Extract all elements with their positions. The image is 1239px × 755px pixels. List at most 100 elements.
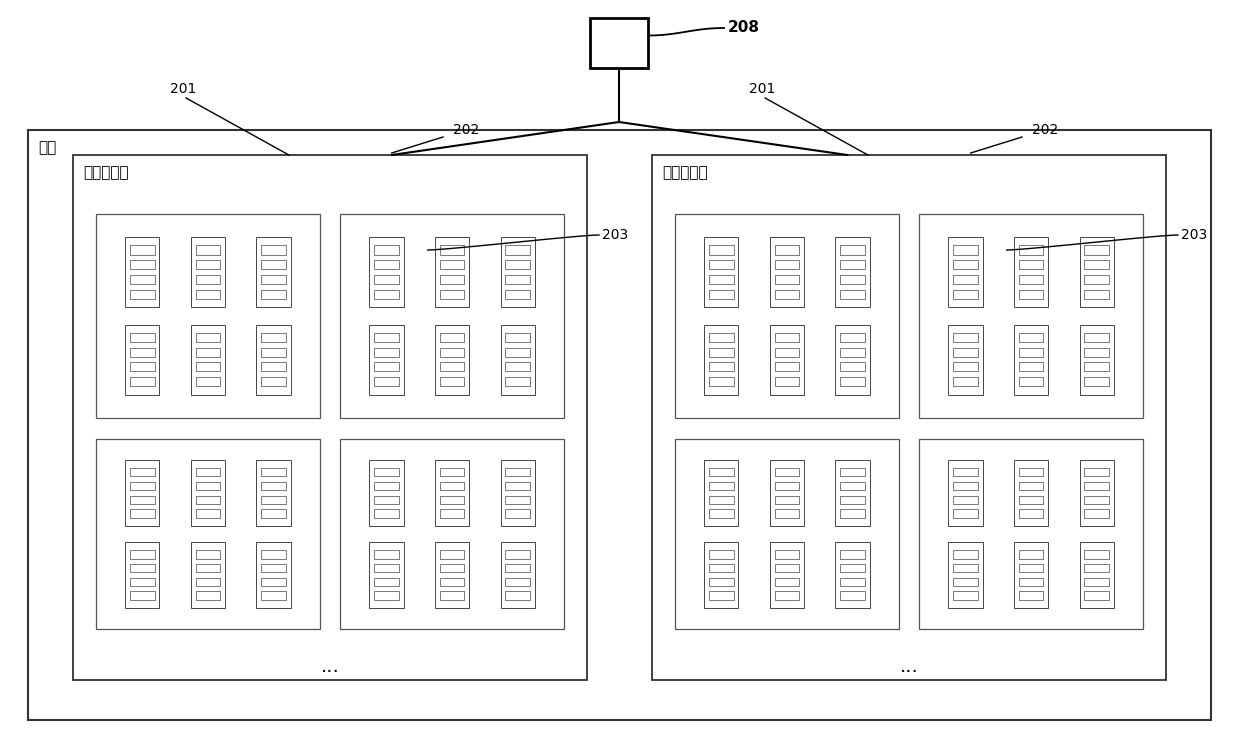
Bar: [130, 245, 155, 254]
Bar: [1018, 347, 1043, 356]
Bar: [840, 591, 865, 600]
Bar: [1084, 362, 1109, 371]
Bar: [840, 550, 865, 559]
Bar: [130, 564, 155, 572]
Bar: [440, 245, 465, 254]
Text: 模板: 模板: [38, 140, 56, 155]
Bar: [1014, 542, 1048, 608]
Bar: [1018, 362, 1043, 371]
Bar: [840, 495, 865, 504]
Bar: [840, 510, 865, 518]
Bar: [675, 439, 898, 630]
Bar: [261, 510, 286, 518]
Bar: [191, 460, 225, 525]
Bar: [440, 564, 465, 572]
Bar: [709, 333, 733, 342]
Bar: [1084, 578, 1109, 586]
Bar: [774, 550, 799, 559]
Bar: [440, 578, 465, 586]
Bar: [840, 260, 865, 270]
Bar: [1079, 325, 1114, 395]
Bar: [774, 333, 799, 342]
Bar: [341, 214, 564, 418]
Bar: [130, 347, 155, 356]
Bar: [1018, 482, 1043, 490]
Bar: [256, 460, 291, 525]
Bar: [130, 362, 155, 371]
Bar: [1018, 591, 1043, 600]
Bar: [130, 550, 155, 559]
Bar: [840, 377, 865, 386]
Bar: [948, 325, 983, 395]
Bar: [374, 347, 399, 356]
Bar: [1018, 510, 1043, 518]
Bar: [1018, 245, 1043, 254]
Bar: [374, 289, 399, 299]
Bar: [1018, 564, 1043, 572]
Bar: [501, 325, 535, 395]
Bar: [1018, 550, 1043, 559]
Bar: [506, 260, 530, 270]
Bar: [774, 468, 799, 476]
Bar: [835, 325, 870, 395]
Bar: [774, 289, 799, 299]
Text: 202: 202: [1032, 123, 1058, 137]
Bar: [506, 510, 530, 518]
Bar: [1079, 460, 1114, 525]
Bar: [97, 214, 320, 418]
Bar: [774, 275, 799, 284]
Bar: [709, 245, 733, 254]
Bar: [261, 289, 286, 299]
Bar: [130, 495, 155, 504]
Bar: [953, 591, 978, 600]
Bar: [1018, 289, 1043, 299]
Bar: [261, 482, 286, 490]
Bar: [440, 550, 465, 559]
Bar: [1079, 237, 1114, 307]
Bar: [506, 591, 530, 600]
Bar: [1014, 460, 1048, 525]
Bar: [374, 482, 399, 490]
Bar: [1084, 510, 1109, 518]
Bar: [196, 260, 221, 270]
Bar: [953, 510, 978, 518]
Bar: [840, 245, 865, 254]
Text: 负载均衡一: 负载均衡一: [83, 165, 129, 180]
Bar: [130, 275, 155, 284]
Bar: [196, 482, 221, 490]
Bar: [261, 347, 286, 356]
Bar: [130, 510, 155, 518]
Bar: [374, 591, 399, 600]
Bar: [369, 542, 404, 608]
Bar: [1018, 578, 1043, 586]
Bar: [953, 289, 978, 299]
Bar: [1084, 550, 1109, 559]
Bar: [506, 333, 530, 342]
Bar: [374, 495, 399, 504]
Bar: [261, 260, 286, 270]
Bar: [196, 245, 221, 254]
Text: 201: 201: [748, 82, 776, 96]
Bar: [506, 245, 530, 254]
Bar: [1084, 260, 1109, 270]
Bar: [374, 550, 399, 559]
Bar: [196, 275, 221, 284]
Text: ...: ...: [900, 657, 918, 676]
Bar: [953, 245, 978, 254]
Bar: [130, 260, 155, 270]
Bar: [130, 468, 155, 476]
Bar: [440, 362, 465, 371]
Bar: [953, 362, 978, 371]
Bar: [709, 275, 733, 284]
Bar: [125, 460, 160, 525]
Bar: [774, 578, 799, 586]
Bar: [835, 460, 870, 525]
Bar: [1084, 564, 1109, 572]
Bar: [709, 495, 733, 504]
Bar: [191, 542, 225, 608]
Bar: [506, 550, 530, 559]
Bar: [769, 325, 804, 395]
Bar: [196, 362, 221, 371]
Bar: [774, 510, 799, 518]
Bar: [440, 377, 465, 386]
